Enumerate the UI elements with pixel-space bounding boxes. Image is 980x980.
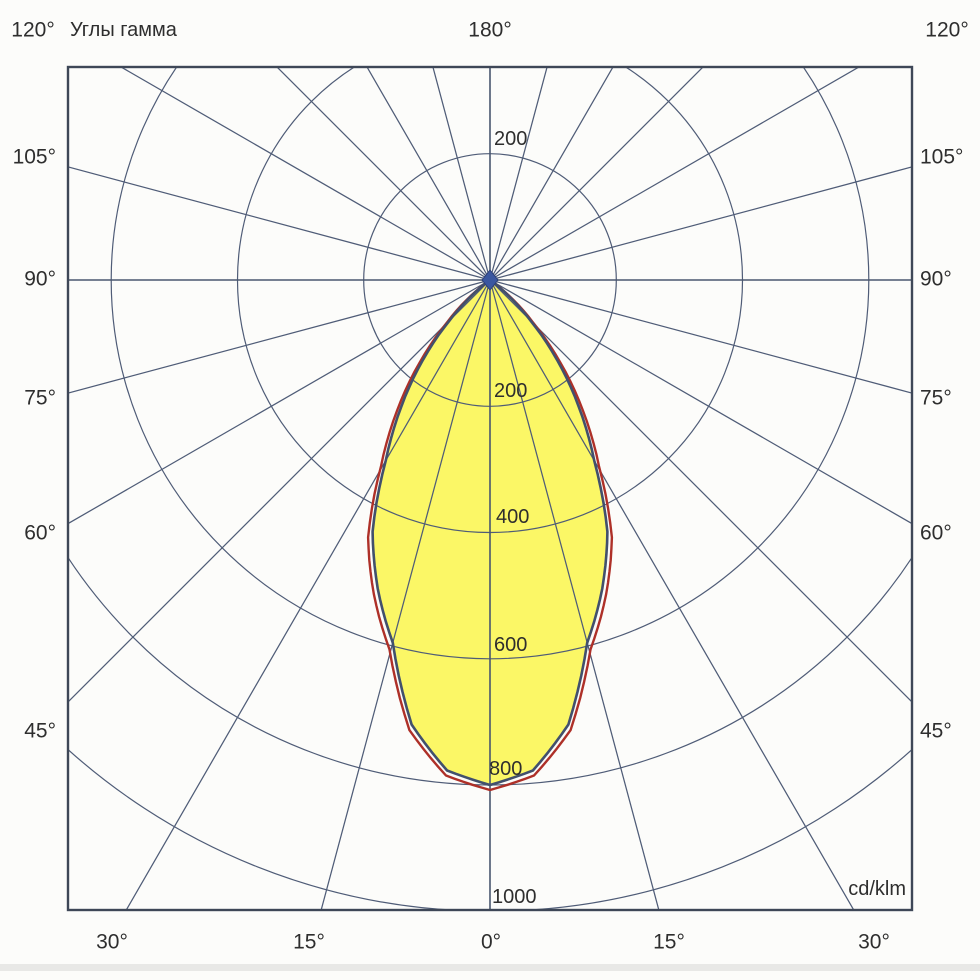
radial-tick-label: 600 — [494, 634, 527, 656]
chart-title: Углы гамма — [70, 19, 178, 41]
radial-tick-label: 400 — [496, 506, 529, 528]
polar-ray-line — [489, 67, 704, 281]
polar-ray-line — [489, 279, 912, 525]
curve-outline-layer — [366, 269, 614, 792]
angle-label-bottom: 15° — [653, 931, 685, 954]
polar-ray-line — [366, 67, 491, 281]
angle-label-right: 105° — [920, 146, 963, 169]
radial-tick-label: 200 — [494, 128, 527, 150]
angle-label-bottom: 0° — [481, 931, 501, 954]
center-marker-diamond — [481, 269, 499, 291]
polar-ray-line — [489, 279, 912, 394]
angle-label-top: 180° — [468, 19, 511, 42]
angle-label-bottom: 15° — [293, 931, 325, 954]
polar-ray-line — [119, 67, 491, 281]
radial-tick-label: 1000 — [492, 886, 537, 908]
radial-tick-label: 800 — [489, 758, 522, 780]
angle-label-right: 45° — [920, 720, 952, 743]
angle-label-top: 120° — [925, 19, 968, 42]
polar-ray-line — [489, 67, 548, 281]
angle-label-left: 90° — [24, 268, 56, 291]
polar-ray-line — [68, 279, 491, 525]
angle-label-top: 120° — [11, 19, 54, 42]
polar-ray-line — [276, 67, 491, 281]
angle-label-left: 105° — [13, 146, 56, 169]
angle-label-right: 75° — [920, 387, 952, 410]
radial-tick-label: 200 — [494, 380, 527, 402]
polar-ray-line — [489, 279, 912, 703]
polar-ray-line — [68, 279, 491, 394]
plot-frame — [66, 65, 914, 912]
polar-ray-line — [489, 279, 855, 910]
polar-ray-line — [125, 279, 491, 910]
label-layer: Углы гамма cd/klm 120° 180° 120° 105° 90° 75°… — [11, 19, 968, 954]
polar-ray-line — [489, 67, 861, 281]
polar-ray-line — [432, 67, 491, 281]
intensity-curve-c90-c270 — [366, 278, 614, 792]
angle-label-left: 75° — [24, 387, 56, 410]
intensity-curve-c0-c180 — [371, 278, 609, 787]
angle-label-right: 90° — [920, 268, 952, 291]
polar-ray-line — [68, 279, 491, 703]
polar-ray-line — [489, 67, 614, 281]
polar-ray-line — [320, 279, 491, 910]
angle-label-bottom: 30° — [96, 931, 128, 954]
angle-label-left: 60° — [24, 522, 56, 545]
polar-ray-line — [489, 279, 660, 910]
angle-label-bottom: 30° — [858, 931, 890, 954]
unit-label: cd/klm — [848, 878, 906, 900]
angle-label-left: 45° — [24, 720, 56, 743]
polar-ray-line — [489, 166, 912, 281]
angle-label-right: 60° — [920, 522, 952, 545]
scan-artifact-band — [0, 964, 980, 971]
polar-ray-line — [68, 166, 491, 281]
